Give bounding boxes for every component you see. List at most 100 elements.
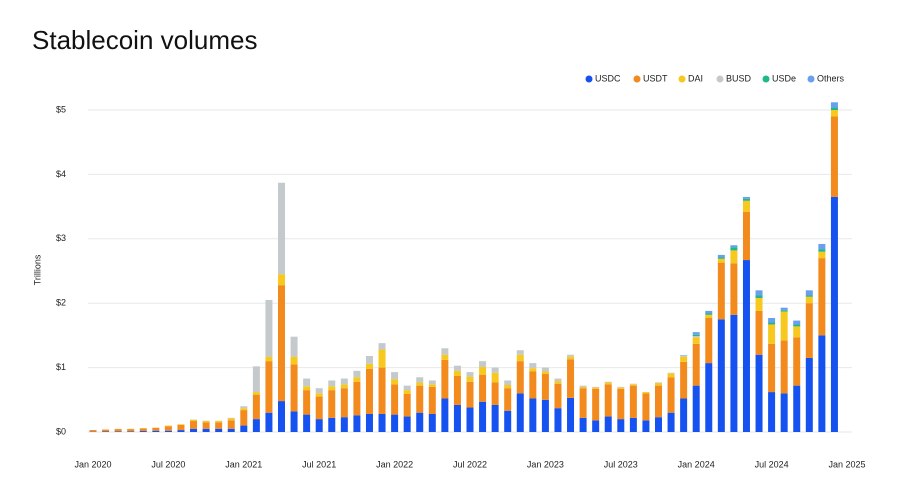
bar-segment xyxy=(541,367,549,372)
y-tick-label: $2 xyxy=(56,298,66,308)
bar-segment xyxy=(554,408,562,432)
bar-segment xyxy=(755,310,763,355)
bar-segment xyxy=(629,417,637,432)
bar-segment xyxy=(592,386,600,388)
chart-title: Stablecoin volumes xyxy=(32,25,257,55)
legend-label: BUSD xyxy=(726,73,752,83)
bar-segment xyxy=(793,337,801,386)
bar-segment xyxy=(554,381,562,384)
bar-segment xyxy=(164,426,172,431)
bar-segment xyxy=(378,413,386,432)
bar-segment xyxy=(642,392,650,394)
bar-segment xyxy=(340,417,348,432)
bar-segment xyxy=(642,393,650,421)
x-tick-label: Jan 2022 xyxy=(376,459,413,469)
bar-segment xyxy=(453,365,461,371)
legend-swatch xyxy=(762,75,770,83)
bar-segment xyxy=(466,372,474,377)
bar-segment xyxy=(240,408,248,411)
bar-segment xyxy=(830,116,838,197)
bar-segment xyxy=(365,363,373,369)
bar-segment xyxy=(252,366,260,393)
bar-segment xyxy=(780,310,788,312)
bar-segment xyxy=(818,335,826,432)
bar-segment xyxy=(742,200,750,212)
bar-segment xyxy=(190,419,198,422)
bar-segment xyxy=(378,349,386,368)
bar-segment xyxy=(428,413,436,432)
bar-segment xyxy=(353,415,361,432)
bar-segment xyxy=(818,243,826,250)
bar-segment xyxy=(554,378,562,382)
bar-segment xyxy=(692,336,700,338)
bar-segment xyxy=(617,387,625,389)
bar-segment xyxy=(491,382,499,405)
bar-segment xyxy=(328,386,336,391)
bar-segment xyxy=(290,356,298,365)
bar-segment xyxy=(805,296,813,304)
bar-segment xyxy=(805,357,813,432)
bar-segment xyxy=(755,354,763,432)
bar-segment xyxy=(416,377,424,383)
x-tick-label: Jul 2022 xyxy=(453,459,487,469)
bar-segment xyxy=(755,298,763,311)
bar-segment xyxy=(177,430,185,432)
bar-segment xyxy=(529,368,537,372)
x-tick-label: Jan 2025 xyxy=(828,459,865,469)
bar-segment xyxy=(705,313,713,315)
y-tick-label: $4 xyxy=(56,169,66,179)
bar-segment xyxy=(466,376,474,382)
bar-segment xyxy=(667,372,675,374)
y-axis-label: Trillions xyxy=(32,254,42,285)
bar-segment xyxy=(655,385,662,418)
bar-segment xyxy=(504,410,512,432)
bar-segment xyxy=(793,385,801,432)
bar-segment xyxy=(780,311,788,341)
y-tick-label: $5 xyxy=(56,104,66,114)
bar-segment xyxy=(705,318,713,364)
bar-segment xyxy=(529,371,537,399)
bar-segment xyxy=(227,420,235,429)
bar-segment xyxy=(328,390,336,418)
x-tick-label: Jan 2020 xyxy=(74,459,111,469)
bar-segment xyxy=(491,367,499,373)
bar-segment xyxy=(328,380,336,387)
bar-segment xyxy=(152,427,160,431)
bar-segment xyxy=(416,412,424,432)
bar-segment xyxy=(240,425,248,432)
bar-segment xyxy=(680,398,688,432)
bar-segment xyxy=(365,368,373,414)
bar-segment xyxy=(378,343,386,350)
bar-segment xyxy=(227,418,235,421)
bar-segment xyxy=(403,416,411,432)
bar-segment xyxy=(428,380,436,385)
bar-segment xyxy=(655,417,662,432)
bar-segment xyxy=(742,260,750,432)
y-tick-label: $1 xyxy=(56,362,66,372)
bar-segment xyxy=(127,429,135,432)
bar-segment xyxy=(290,364,298,412)
bar-segment xyxy=(667,412,675,432)
bar-segment xyxy=(290,411,298,432)
bar-segment xyxy=(491,404,499,432)
bar-segment xyxy=(755,295,763,299)
bar-segment xyxy=(441,348,449,355)
bar-segment xyxy=(516,350,524,355)
legend-label: USDC xyxy=(595,73,621,83)
bar-segment xyxy=(340,378,348,385)
bar-segment xyxy=(768,324,776,344)
bar-segment xyxy=(252,419,260,432)
bar-segment xyxy=(617,388,625,420)
bar-segment xyxy=(453,375,461,405)
bar-segment xyxy=(391,372,399,380)
bar-segment xyxy=(692,385,700,432)
bar-segment xyxy=(554,383,562,409)
bar-segment xyxy=(365,413,373,432)
bar-segment xyxy=(227,428,235,432)
bar-segment xyxy=(592,388,600,421)
legend-label: Others xyxy=(817,73,845,83)
bar-segment xyxy=(227,417,235,419)
bar-segment xyxy=(717,319,725,432)
x-tick-label: Jul 2020 xyxy=(151,459,185,469)
